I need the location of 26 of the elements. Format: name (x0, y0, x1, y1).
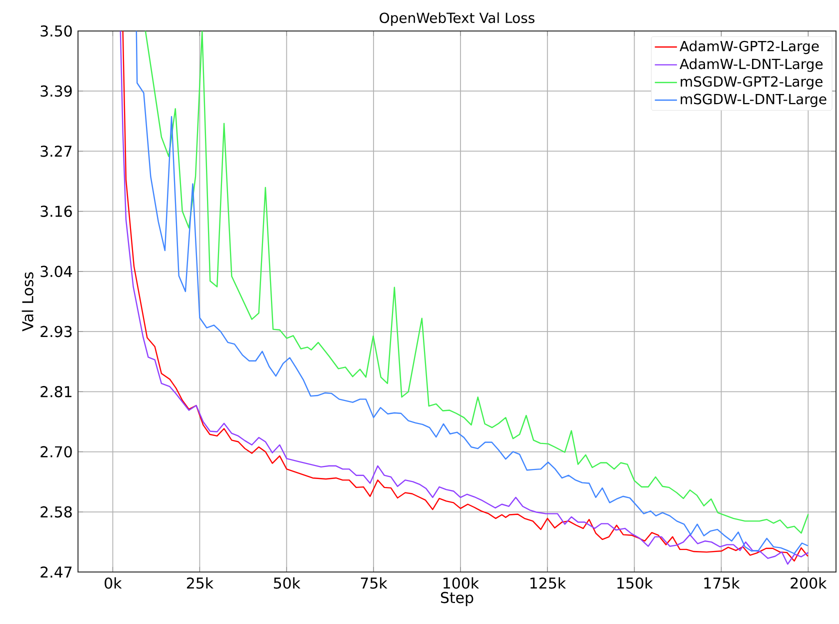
x-tick-label: 175k (704, 577, 740, 589)
y-tick-label: 3.04 (40, 266, 72, 278)
x-axis-title: Step (440, 592, 474, 606)
y-tick-label: 3.50 (40, 25, 72, 37)
y-tick-label: 3.16 (40, 206, 72, 217)
y-tick-label: 2.47 (40, 566, 72, 578)
x-tick-label: 200k (790, 577, 827, 589)
chart-title: OpenWebText Val Loss (380, 12, 534, 26)
x-tick-label: 150k (617, 577, 653, 589)
y-tick-label: 3.39 (40, 85, 72, 97)
x-tick-label: 100k (444, 577, 480, 589)
y-tick-label: 2.81 (40, 386, 72, 398)
x-tick-label: 75k (360, 577, 388, 589)
y-tick-label: 2.70 (40, 446, 72, 458)
x-tick-label: 50k (274, 577, 300, 589)
legend-label: AdamW-GPT2-Large (680, 40, 819, 54)
legend-label: mSGDW-L-DNT-Large (680, 94, 826, 108)
legend-label: AdamW-L-DNT-Large (680, 58, 823, 72)
x-tick-label: 0k (104, 577, 122, 589)
x-tick-label: 25k (186, 577, 214, 589)
y-tick-label: 3.27 (40, 146, 72, 157)
x-tick-label: 125k (530, 577, 566, 589)
y-axis-title: Val Loss (22, 272, 34, 332)
legend-label: mSGDW-GPT2-Large (680, 76, 822, 90)
y-tick-label: 2.58 (40, 506, 72, 518)
y-tick-label: 2.93 (40, 326, 72, 338)
